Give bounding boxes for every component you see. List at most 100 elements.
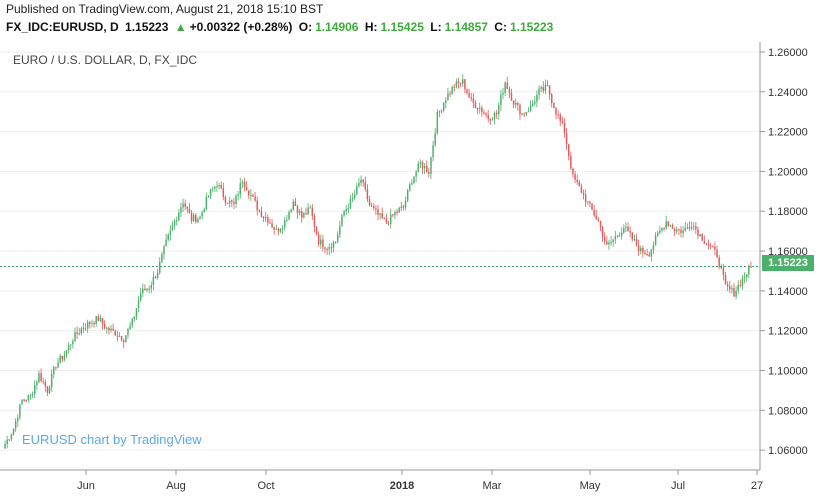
candle-body: [644, 252, 646, 255]
candle-body: [188, 208, 191, 213]
candle-body: [231, 200, 233, 203]
candle-body: [55, 367, 57, 369]
candle-body: [27, 395, 30, 401]
candle-body: [122, 340, 125, 343]
candle-body: [735, 290, 737, 297]
candle-body: [614, 236, 617, 240]
candle-body: [76, 332, 78, 335]
candle-body: [413, 176, 415, 183]
candle-body: [101, 318, 104, 324]
candle-body: [169, 230, 172, 235]
candle-body: [328, 247, 331, 250]
candle-body: [78, 333, 80, 335]
candle-body: [91, 322, 93, 324]
candle-body: [406, 190, 409, 201]
candle-body: [205, 196, 208, 210]
y-axis-ticks: 1.260001.240001.220001.200001.180001.160…: [760, 47, 808, 457]
candle-body: [379, 213, 381, 215]
x-tick-label: Jul: [671, 480, 685, 492]
candle-body: [557, 114, 559, 116]
candle-body: [669, 225, 672, 227]
candle-body: [288, 211, 290, 220]
y-tick-label: 1.06000: [768, 445, 808, 457]
candle-body: [258, 210, 261, 212]
candle-body: [381, 213, 383, 219]
candle-body: [476, 108, 479, 110]
candle-body: [42, 381, 44, 383]
candle-body: [447, 93, 449, 101]
candle-body: [46, 386, 49, 393]
candle-body: [451, 86, 453, 94]
candle-body: [504, 82, 506, 93]
candle-body: [423, 166, 426, 169]
candle-body: [599, 220, 602, 228]
quote-bar: FX_IDC:EURUSD, D 1.15223 ▲ +0.00322 (+0.2…: [6, 20, 556, 34]
candle-body: [201, 212, 203, 217]
x-tick-label: May: [580, 480, 601, 492]
y-tick-label: 1.14000: [768, 286, 808, 298]
candle-body: [709, 245, 712, 247]
candle-body: [108, 327, 110, 331]
candle-body: [667, 221, 670, 226]
candle-body: [442, 103, 445, 111]
candle-body: [184, 203, 186, 207]
candle-body: [398, 208, 400, 213]
candles-group: [4, 74, 752, 450]
candle-body: [31, 394, 34, 396]
candle-body: [510, 92, 513, 101]
candle-body: [563, 122, 566, 134]
candle-body: [195, 215, 197, 223]
candle-body: [400, 206, 403, 209]
candle-body: [385, 218, 388, 224]
candle-body: [506, 82, 508, 89]
candle-body: [436, 111, 439, 134]
candle-body: [640, 247, 642, 252]
candle-body: [582, 193, 585, 195]
candle-body: [303, 213, 305, 218]
candle-body: [320, 239, 322, 245]
candle-body: [623, 228, 625, 233]
candle-body: [584, 194, 587, 203]
candle-body: [642, 247, 644, 253]
candle-body: [663, 227, 665, 229]
candle-body: [519, 104, 521, 115]
candle-body: [63, 355, 66, 360]
candle-body: [699, 234, 701, 237]
candle-body: [267, 217, 269, 223]
candle-body: [171, 225, 174, 231]
y-tick-label: 1.22000: [768, 127, 808, 139]
candle-body: [631, 232, 634, 240]
candle-body: [559, 114, 561, 121]
candle-body: [112, 328, 114, 331]
candle-body: [89, 322, 91, 324]
candle-body: [606, 241, 608, 245]
candle-body: [36, 382, 38, 386]
open-label: O:: [298, 20, 313, 34]
published-caption: Published on TradingView.com, August 21,…: [6, 2, 324, 16]
candle-body: [99, 318, 102, 321]
candle-body: [633, 239, 636, 241]
candle-body: [65, 350, 68, 356]
candle-body: [650, 249, 653, 257]
candle-body: [237, 194, 239, 196]
candle-body: [392, 214, 394, 216]
candle-body: [726, 284, 729, 287]
candle-body: [440, 110, 443, 112]
candle-body: [546, 85, 549, 87]
candle-body: [67, 345, 70, 351]
candle-body: [536, 94, 538, 102]
watermark: EURUSD chart by TradingView: [22, 432, 202, 447]
candle-body: [59, 355, 61, 363]
symbol-label: FX_IDC:EURUSD, D: [6, 20, 119, 34]
candle-body: [315, 226, 318, 235]
candle-body: [271, 223, 273, 228]
candle-body: [199, 216, 201, 219]
candle-body: [707, 244, 710, 246]
candle-body: [341, 215, 343, 226]
candle-body: [159, 261, 161, 273]
candle-body: [521, 113, 523, 115]
candle-body: [688, 227, 691, 229]
candle-body: [19, 404, 21, 418]
candle-body: [500, 94, 502, 106]
